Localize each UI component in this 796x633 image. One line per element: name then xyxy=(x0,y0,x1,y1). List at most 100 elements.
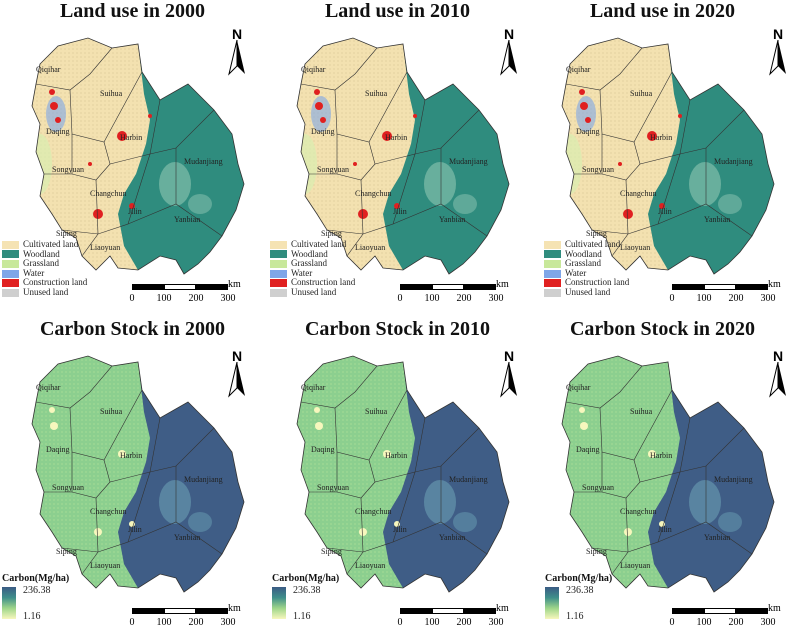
scale-segment xyxy=(432,608,464,614)
scale-bar: 0 100 200 300 km xyxy=(398,603,535,631)
carbon-min: 1.16 xyxy=(23,611,41,622)
scale-segment xyxy=(400,284,432,290)
north-arrow-icon: N xyxy=(497,348,521,398)
legend-swatch xyxy=(270,240,287,249)
legend-item: Water xyxy=(544,267,629,279)
carbon-min: 1.16 xyxy=(566,611,584,622)
legend-label: Construction land xyxy=(23,277,88,288)
legend-item: Grassland xyxy=(544,259,629,269)
panel-title: Carbon Stock in 2020 xyxy=(569,318,756,340)
carbon-gradient xyxy=(2,587,16,619)
carbon-gradient xyxy=(545,587,559,619)
scale-tick: 300 xyxy=(488,293,504,304)
carbon-legend: Carbon(Mg/ha) 236.38 1.16 xyxy=(272,573,339,622)
land-use-legend: Cultivated land Woodland Grassland Water Con… xyxy=(2,239,87,298)
legend-swatch xyxy=(270,259,287,268)
scale-unit: km xyxy=(496,279,509,290)
north-arrow-icon: N xyxy=(225,348,249,398)
scale-tick: 300 xyxy=(760,293,776,304)
legend-swatch xyxy=(2,240,19,249)
scale-tick: 0 xyxy=(129,617,135,628)
legend-label: Water xyxy=(291,267,313,278)
scale-unit: km xyxy=(496,603,509,614)
scale-bar: 0 100 200 300 km xyxy=(398,279,535,307)
panel-title: Land use in 2000 xyxy=(59,0,206,22)
scale-tick: 100 xyxy=(696,293,712,304)
scale-segment xyxy=(672,284,704,290)
scale-tick: 200 xyxy=(456,293,472,304)
scale-tick: 200 xyxy=(456,617,472,628)
legend-label: Construction land xyxy=(291,277,356,288)
scale-tick: 200 xyxy=(188,293,204,304)
scale-tick: 0 xyxy=(397,617,403,628)
legend-swatch xyxy=(270,279,287,288)
carbon-stock-panel-2020: Carbon Stock in 2020 N xyxy=(530,318,795,633)
legend-swatch xyxy=(544,279,561,288)
scale-unit: km xyxy=(228,603,241,614)
legend-swatch xyxy=(270,250,287,259)
scale-tick: 300 xyxy=(220,617,236,628)
carbon-max: 236.38 xyxy=(566,585,594,596)
land-use-panel-2000: Land use in 2000 N xyxy=(0,0,265,315)
scale-tick: 100 xyxy=(424,617,440,628)
legend-swatch xyxy=(544,250,561,259)
legend-label: Water xyxy=(23,267,45,278)
scale-tick: 100 xyxy=(424,293,440,304)
scale-tick: 0 xyxy=(129,293,135,304)
panel-title: Carbon Stock in 2000 xyxy=(39,318,226,340)
legend-item: Unused land xyxy=(2,287,87,298)
legend-label: Grassland xyxy=(565,258,601,269)
carbon-legend: Carbon(Mg/ha) 236.38 1.16 xyxy=(545,573,612,622)
scale-segment xyxy=(672,608,704,614)
legend-item: Woodland xyxy=(544,248,629,260)
land-use-panel-2020: Land use in 2020 N xyxy=(530,0,795,315)
scale-unit: km xyxy=(768,279,781,290)
north-arrow-icon: N xyxy=(497,26,521,76)
carbon-stock-panel-2010: Carbon Stock in 2010 N xyxy=(265,318,530,633)
legend-label: Woodland xyxy=(565,248,602,259)
legend-label: Cultivated land xyxy=(23,239,79,249)
scale-bar: 0 100 200 300 km xyxy=(670,603,796,631)
scale-tick: 300 xyxy=(488,617,504,628)
scale-segment xyxy=(196,608,228,614)
carbon-stock-panel-2000: Carbon Stock in 2000 N xyxy=(0,318,265,633)
north-arrow-icon: N xyxy=(225,26,249,76)
scale-tick: 100 xyxy=(156,617,172,628)
legend-item: Unused land xyxy=(544,287,629,298)
legend-item: Grassland xyxy=(2,259,87,269)
scale-tick: 300 xyxy=(760,617,776,628)
scale-segment xyxy=(736,284,768,290)
panel-title: Carbon Stock in 2010 xyxy=(304,318,491,340)
legend-item: Construction land xyxy=(2,278,87,288)
scale-tick: 0 xyxy=(397,293,403,304)
scale-tick: 200 xyxy=(728,293,744,304)
legend-label: Construction land xyxy=(565,277,630,288)
legend-swatch xyxy=(2,279,19,288)
scale-segment xyxy=(164,284,196,290)
panel-title: Land use in 2020 xyxy=(589,0,736,22)
scale-unit: km xyxy=(768,603,781,614)
carbon-legend-title: Carbon(Mg/ha) xyxy=(2,573,70,584)
scale-tick: 300 xyxy=(220,293,236,304)
scale-segment xyxy=(704,284,736,290)
legend-label: Cultivated land xyxy=(291,239,347,249)
scale-segment xyxy=(464,284,496,290)
legend-item: Construction land xyxy=(270,278,355,288)
scale-tick: 0 xyxy=(669,617,675,628)
scale-segment xyxy=(196,284,228,290)
scale-segment xyxy=(704,608,736,614)
legend-item: Cultivated land xyxy=(2,239,87,250)
scale-tick: 200 xyxy=(728,617,744,628)
legend-label: Grassland xyxy=(23,258,59,269)
scale-segment xyxy=(464,608,496,614)
panel-title: Land use in 2010 xyxy=(324,0,471,22)
north-arrow-icon: N xyxy=(766,348,790,398)
legend-item: Water xyxy=(270,267,355,279)
carbon-gradient xyxy=(272,587,286,619)
scale-bar: 0 100 200 300 km xyxy=(130,279,267,307)
legend-label: Water xyxy=(565,267,587,278)
legend-label: Grassland xyxy=(291,258,327,269)
scale-bar: 0 100 200 300 km xyxy=(130,603,267,631)
land-use-legend: Cultivated land Woodland Grassland Water Con… xyxy=(270,239,355,298)
legend-swatch xyxy=(270,269,287,278)
